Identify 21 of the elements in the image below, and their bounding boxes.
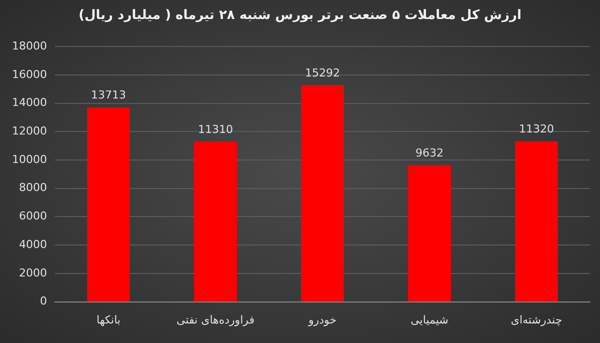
x-tick-label: چندرشته‌ای [510,313,562,326]
y-tick-label: 14000 [12,96,47,110]
data-label: 9632 [416,146,444,160]
data-label: 13713 [90,88,126,102]
y-tick-label: 10000 [12,152,47,166]
y-tick-label: 16000 [12,68,47,81]
y-tick-label: 0 [40,294,47,308]
data-label: 11320 [519,122,554,136]
y-tick-label: 2000 [18,266,47,280]
x-tick-label: بانکها [96,313,120,326]
y-tick-label: 8000 [18,181,47,194]
y-tick-label: 6000 [18,210,47,223]
x-tick-label: خودرو [307,313,337,326]
x-tick-label: فراورده‌های نفتی [176,313,255,326]
data-label: 15292 [304,66,340,80]
x-tick-label: شیمیایی [410,313,448,326]
y-tick-label: 12000 [12,124,47,138]
data-label: 11310 [198,122,233,136]
y-tick-label: 18000 [12,39,47,52]
chart-title: ارزش کل معاملات ۵ صنعت برتر بورس شنبه ۲۸ تیرماه ( میلیارد ریال) [78,8,522,23]
y-tick-label: 4000 [18,238,47,251]
